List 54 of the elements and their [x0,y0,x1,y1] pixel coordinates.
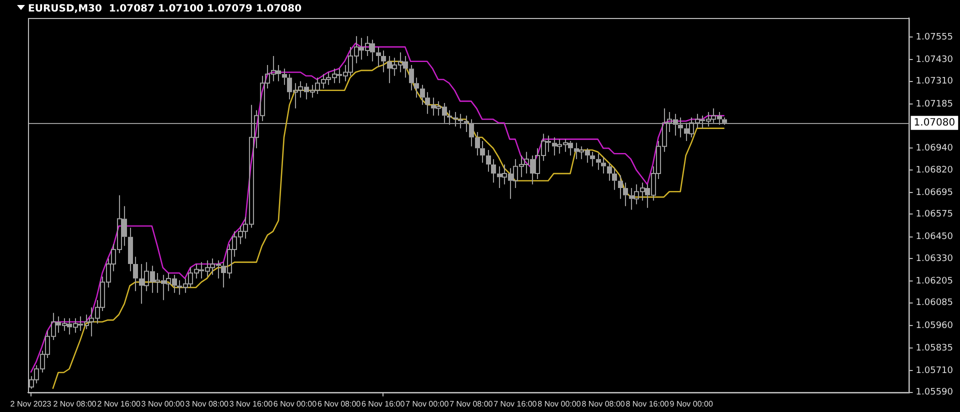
chart-title: EURUSD,M30 1.07087 1.07100 1.07079 1.07080 [28,4,302,15]
y-tick-label: 1.06085 [916,298,953,308]
ref-line-label: 1.07080 [914,118,956,128]
x-tick-label: 7 Nov 00:00 [406,399,450,408]
candlestick [596,153,601,170]
candlestick [420,84,425,106]
x-tick-label: 9 Nov 00:00 [670,399,714,408]
y-tick-label: 1.07555 [916,32,953,42]
candlestick [475,131,480,156]
x-tick-label: 3 Nov 00:00 [141,399,185,408]
candlestick [486,150,491,172]
x-tick-label: 8 Nov 16:00 [626,399,670,408]
candlestick [381,50,386,73]
y-tick-label: 1.06695 [916,188,953,198]
y-tick-label: 1.05590 [916,388,954,398]
candlestick [480,140,485,164]
y-tick-label: 1.05710 [916,366,954,376]
candlestick [618,174,623,200]
x-tick-label: 2 Nov 08:00 [53,399,97,408]
y-tick-label: 1.05835 [916,343,953,354]
y-tick-label: 1.06330 [916,254,954,264]
candlestick [425,92,430,114]
y-tick-label: 1.06940 [916,144,954,154]
candlestick [414,77,419,98]
y-tick-label: 1.06820 [916,165,954,176]
x-tick-label: 8 Nov 08:00 [582,399,626,408]
y-tick-label: 1.07185 [916,99,953,110]
candlestick [623,182,628,207]
candlestick [409,64,414,91]
y-tick-label: 1.06575 [916,210,953,220]
y-tick-label: 1.07310 [916,76,954,87]
x-tick-label: 2 Nov 2023 [10,399,52,408]
candlestick [376,46,381,68]
candlestick [282,68,287,86]
candlestick [128,227,133,272]
x-tick-label: 3 Nov 08:00 [185,399,230,408]
x-tick-label: 6 Nov 16:00 [361,399,406,408]
y-tick-label: 1.06450 [916,232,954,242]
candlestick [607,162,612,182]
candlestick [133,256,138,292]
x-tick-label: 6 Nov 00:00 [273,399,318,408]
x-tick-label: 8 Nov 00:00 [538,399,582,408]
y-tick-label: 1.06205 [916,276,953,287]
candlestick [590,151,595,167]
x-tick-label: 7 Nov 08:00 [450,399,494,408]
x-tick-label: 6 Nov 08:00 [317,399,362,408]
y-tick-label: 1.05960 [916,320,954,331]
y-tick-label: 1.07430 [916,54,954,65]
candlestick [612,168,617,190]
x-tick-label: 2 Nov 16:00 [97,399,141,408]
x-tick-label: 7 Nov 16:00 [494,399,538,408]
x-tick-label: 3 Nov 16:00 [229,399,274,408]
candlestick [491,158,496,184]
candlestick [601,156,606,174]
